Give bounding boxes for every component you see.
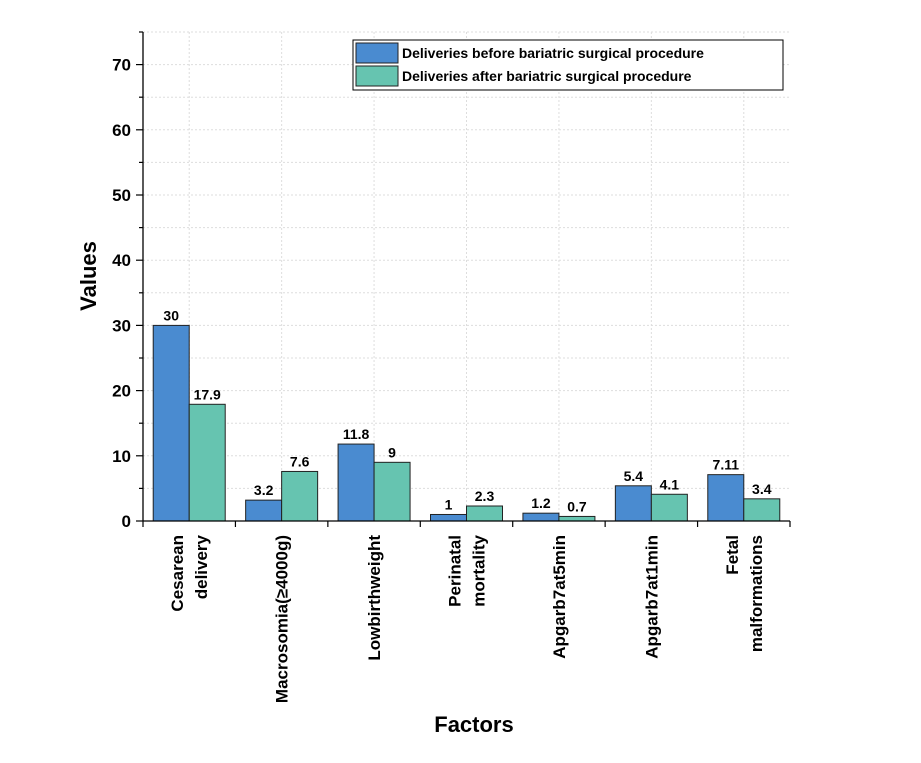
y-tick-label: 0: [122, 512, 131, 531]
bar-series-2: [558, 515, 596, 522]
y-tick-label: 20: [112, 382, 131, 401]
y-tick-label: 60: [112, 121, 131, 140]
data-label: 1.2: [531, 495, 551, 511]
legend-swatch: [355, 65, 399, 87]
data-label: 2.3: [475, 488, 495, 504]
data-label: 3.2: [254, 482, 274, 498]
y-tick-labels: 0 10 20 30 40 50 60 70: [112, 56, 131, 531]
data-label: 11.8: [343, 426, 370, 442]
data-label: 7.6: [290, 453, 310, 469]
gridlines: [143, 31, 790, 521]
x-axis-title: Factors: [434, 712, 513, 737]
x-category-label: Apgarb7at1min: [642, 535, 661, 659]
data-label: 9: [388, 444, 396, 460]
bar-series-1: [430, 513, 467, 522]
axes: [136, 31, 791, 527]
bar-series-1: [707, 474, 745, 522]
y-axis-title: Values: [76, 241, 101, 311]
legend-swatch: [355, 42, 399, 64]
legend-box: [352, 39, 784, 91]
x-category-label: Cesarean: [168, 535, 187, 612]
legend-label: Deliveries before bariatric surgical pro…: [402, 45, 704, 61]
y-tick-label: 30: [112, 316, 131, 335]
data-label: 0.7: [567, 498, 587, 514]
bar-series-2: [650, 493, 688, 522]
bar-series-1: [522, 512, 560, 522]
data-label: 3.4: [752, 481, 772, 497]
bar-series-1: [152, 324, 190, 522]
x-category-label: Perinatal: [446, 535, 465, 607]
y-tick-label: 70: [112, 56, 131, 75]
bar-series-1: [245, 499, 283, 522]
x-category-label: Lowbirthweight: [365, 535, 384, 661]
data-label: 5.4: [624, 468, 644, 484]
legend-label: Deliveries after bariatric surgical proc…: [402, 68, 692, 84]
bar-series-2: [281, 470, 319, 522]
data-labels: 30 3.2 11.8 1 1.2 5.4 7.11 17.9 7.6 9 2.3 0.7 4.1 3.4: [163, 307, 771, 514]
y-tick-label: 40: [112, 251, 131, 270]
data-label: 17.9: [194, 386, 221, 402]
bar-series-1: [614, 485, 652, 522]
x-category-label: Macrosomia(≥4000g): [273, 535, 292, 703]
x-category-label: mortality: [470, 534, 489, 606]
data-label: 7.11: [713, 457, 740, 473]
legend: Deliveries before bariatric surgical pro…: [352, 39, 784, 91]
y-tick-label: 50: [112, 186, 131, 205]
bar-series-1: [337, 443, 375, 522]
bar-series-2: [373, 461, 411, 522]
bar-series-2: [188, 403, 226, 522]
data-label: 1: [445, 496, 453, 512]
bar-series-2: [466, 505, 503, 522]
data-label: 30: [163, 307, 179, 323]
x-category-label: Fetal: [723, 535, 742, 575]
bar-series-2: [743, 498, 781, 522]
x-category-label: delivery: [192, 534, 211, 599]
x-category-label: Apgarb7at5min: [550, 535, 569, 659]
y-tick-label: 10: [112, 447, 131, 466]
x-category-label: malformations: [747, 535, 766, 652]
bars: [152, 324, 781, 522]
x-category-labels: Cesarean delivery Macrosomia(≥4000g) Lowbir…: [168, 534, 766, 703]
data-label: 4.1: [660, 476, 680, 492]
